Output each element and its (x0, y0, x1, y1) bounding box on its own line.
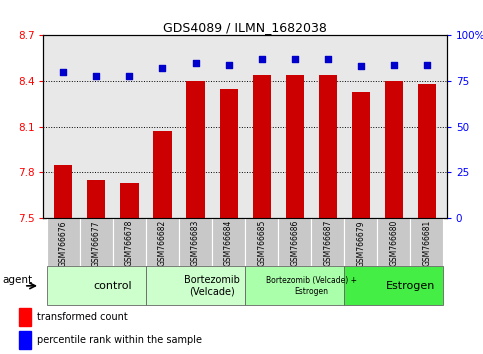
Text: agent: agent (2, 275, 32, 285)
Bar (344, 218, 377, 266)
Point (423, 62, 431, 67)
Title: GDS4089 / ILMN_1682038: GDS4089 / ILMN_1682038 (163, 21, 327, 34)
Text: GSM766676: GSM766676 (59, 220, 68, 267)
Text: control: control (94, 281, 132, 291)
Bar (352, 92, 370, 218)
Point (291, 56, 298, 62)
Bar (87, 180, 105, 218)
Bar (113, 218, 146, 266)
Bar (47, 266, 146, 306)
Text: GSM766681: GSM766681 (423, 220, 431, 266)
Point (126, 73, 133, 78)
Text: Estrogen: Estrogen (386, 281, 435, 291)
Bar (311, 218, 344, 266)
Text: Bortezomib (Velcade) +
Estrogen: Bortezomib (Velcade) + Estrogen (266, 276, 357, 296)
Point (357, 64, 365, 69)
Bar (154, 131, 171, 218)
Bar (245, 266, 344, 306)
Bar (285, 75, 304, 218)
Bar (245, 218, 278, 266)
Bar (385, 81, 403, 218)
Text: transformed count: transformed count (38, 312, 128, 322)
Bar (319, 75, 337, 218)
Bar (186, 81, 205, 218)
Point (192, 60, 199, 65)
Bar (344, 266, 443, 306)
Bar (418, 84, 436, 218)
Bar (19, 331, 30, 349)
Bar (47, 218, 80, 266)
Text: GSM766680: GSM766680 (389, 220, 398, 267)
Point (225, 62, 232, 67)
Text: GSM766678: GSM766678 (125, 220, 134, 267)
Point (390, 62, 398, 67)
Bar (146, 218, 179, 266)
Bar (179, 218, 212, 266)
Point (158, 65, 166, 71)
Text: GSM766677: GSM766677 (92, 220, 101, 267)
Text: Bortezomib
(Velcade): Bortezomib (Velcade) (184, 275, 240, 297)
Bar (54, 165, 72, 218)
Bar (377, 218, 411, 266)
Point (93, 73, 100, 78)
Bar (120, 183, 139, 218)
Text: GSM766687: GSM766687 (323, 220, 332, 267)
Text: GSM766686: GSM766686 (290, 220, 299, 267)
Bar (19, 308, 30, 326)
Bar (278, 218, 311, 266)
Point (59, 69, 67, 75)
Bar (219, 88, 238, 218)
Bar (146, 266, 245, 306)
Text: GSM766685: GSM766685 (257, 220, 266, 267)
Bar (212, 218, 245, 266)
Bar (253, 75, 271, 218)
Point (258, 56, 266, 62)
Bar (80, 218, 113, 266)
Bar (411, 218, 443, 266)
Point (324, 56, 332, 62)
Text: GSM766684: GSM766684 (224, 220, 233, 267)
Text: GSM766683: GSM766683 (191, 220, 200, 267)
Text: percentile rank within the sample: percentile rank within the sample (38, 335, 202, 345)
Text: GSM766682: GSM766682 (158, 220, 167, 266)
Text: GSM766679: GSM766679 (356, 220, 365, 267)
